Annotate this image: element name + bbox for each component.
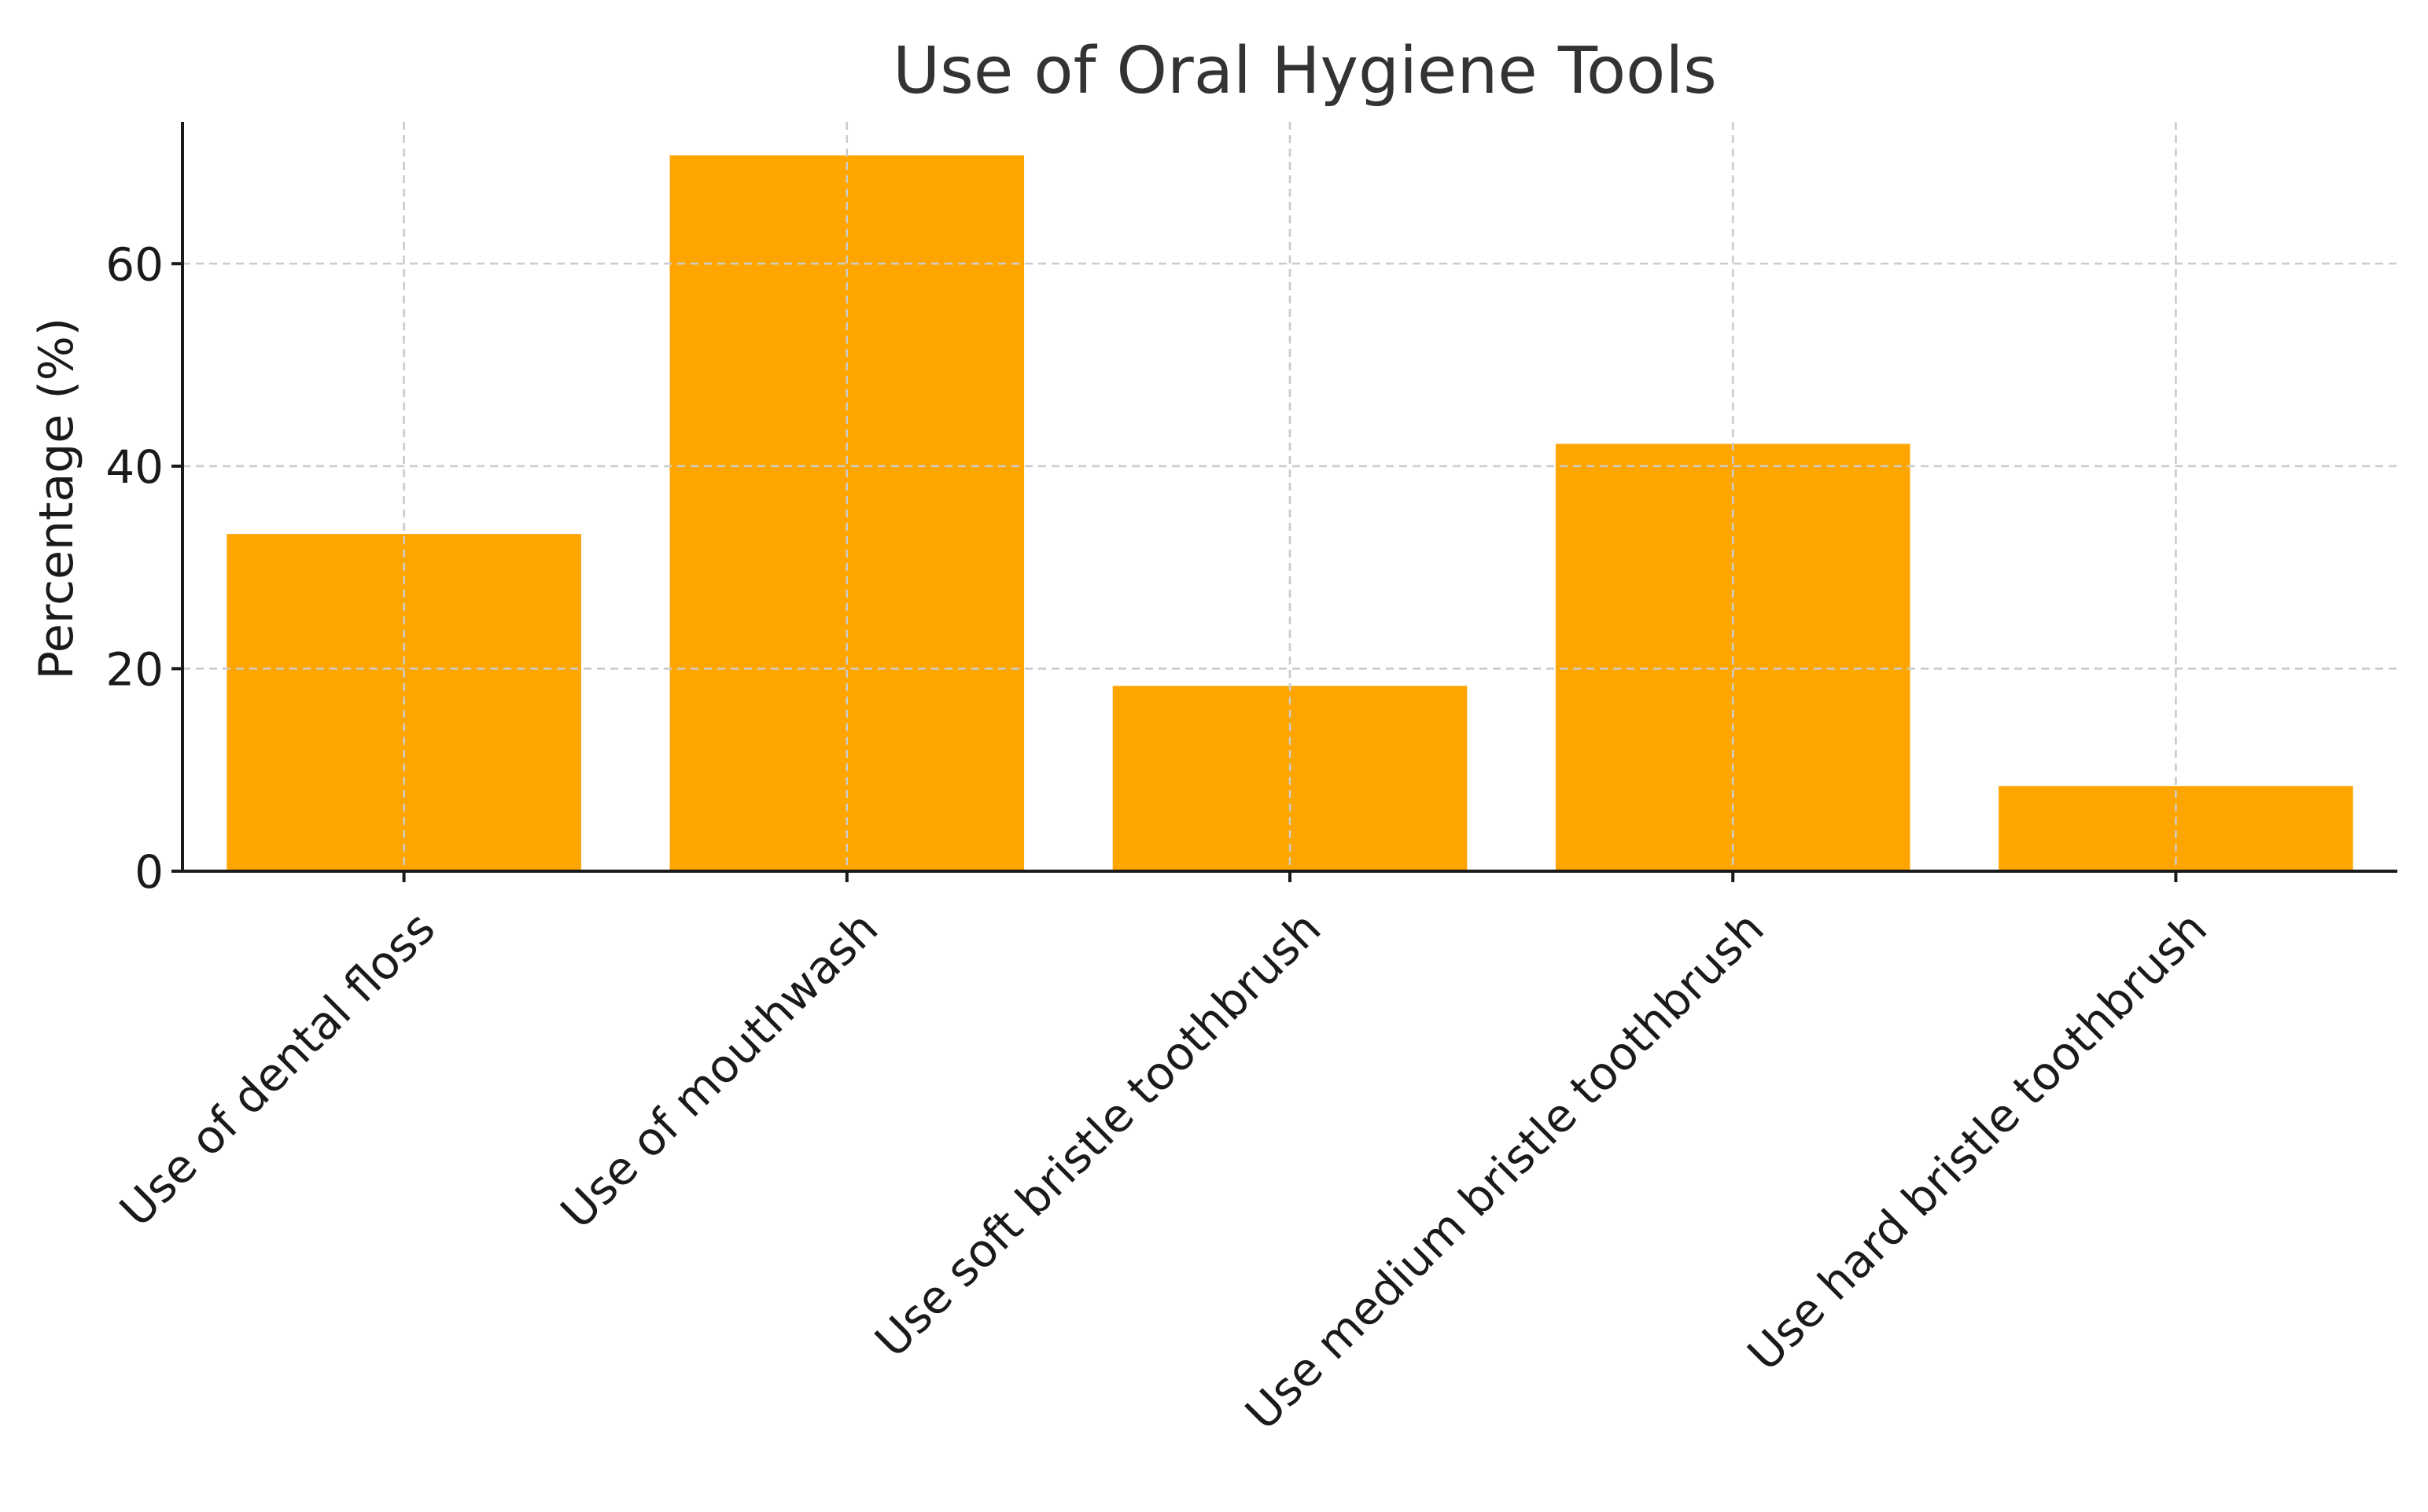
bar [1999,785,2353,871]
x-tick-label: Use soft bristle toothbrush [864,901,1331,1367]
chart-title: Use of Oral Hygiene Tools [893,34,1717,109]
x-tick-label: Use of mouthwash [551,901,888,1238]
x-tick-label: Use hard bristle toothbrush [1737,901,2217,1381]
axes-layer [171,122,2397,882]
y-axis-label: Percentage (%) [29,318,84,679]
x-tick-label: Use of dental floss [109,901,445,1237]
y-tick-label: 0 [134,845,164,899]
y-tick-label: 40 [105,440,164,494]
y-tick-label: 60 [105,237,164,291]
x-tick-label: Use medium bristle toothbrush [1235,901,1774,1440]
y-tick-label: 20 [105,642,164,696]
